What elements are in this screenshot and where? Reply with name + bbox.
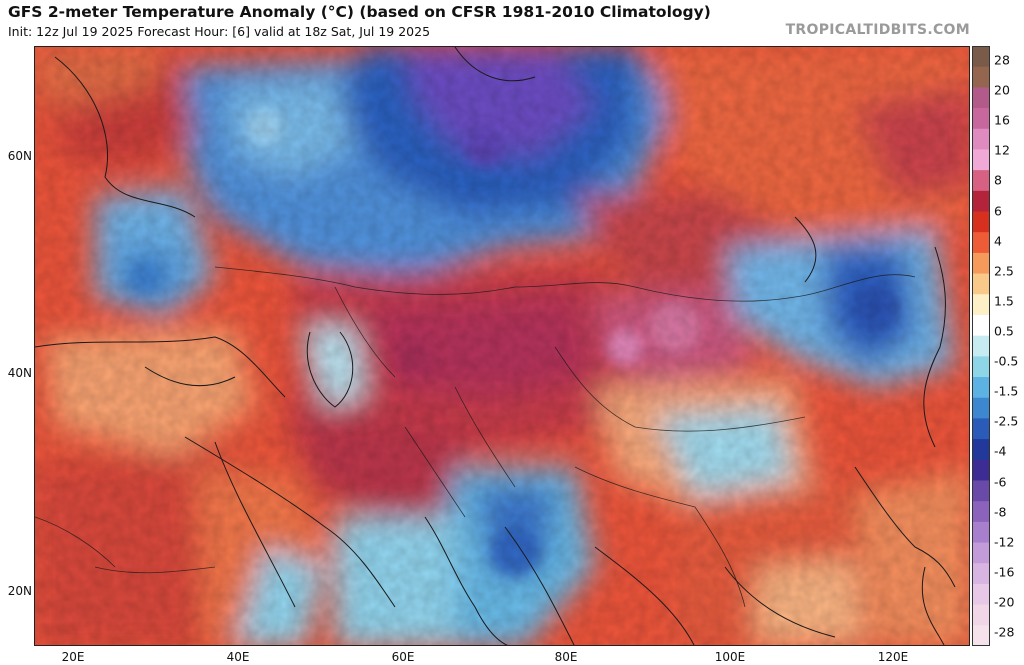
colorbar-frame	[972, 46, 990, 646]
colorbar-label: 2.5	[994, 263, 1014, 279]
colorbar-label: 0.5	[994, 323, 1014, 339]
colorbar-swatch	[972, 356, 990, 378]
colorbar-swatch	[972, 149, 990, 171]
lon-label-20e: 20E	[61, 650, 85, 664]
colorbar-label: 20	[994, 82, 1010, 98]
colorbar-swatch	[972, 294, 990, 316]
colorbar-label: -16	[994, 564, 1015, 580]
colorbar-label: -8	[994, 504, 1007, 520]
lat-label-60n: 60N	[7, 149, 32, 163]
colorbar-swatch	[972, 583, 990, 606]
colorbar-label: 1.5	[994, 293, 1014, 309]
chart-title: GFS 2-meter Temperature Anomaly (°C) (ba…	[8, 3, 711, 21]
colorbar-label: 8	[994, 172, 1002, 188]
anomaly-field	[35, 47, 969, 645]
colorbar-swatch	[972, 521, 990, 544]
colorbar-swatch	[972, 480, 990, 502]
colorbar-swatch	[972, 66, 990, 88]
lon-label-60e: 60E	[391, 650, 415, 664]
colorbar-label: -12	[994, 534, 1015, 550]
colorbar-swatch	[972, 273, 990, 295]
colorbar-label: 28	[994, 52, 1010, 68]
colorbar-swatch	[972, 46, 990, 68]
site-watermark: TROPICALTIDBITS.COM	[785, 22, 970, 38]
colorbar-label: 12	[994, 142, 1010, 158]
colorbar-swatch	[972, 128, 990, 151]
colorbar-swatch	[972, 563, 990, 585]
colorbar-swatch	[972, 397, 990, 420]
colorbar-swatch	[972, 87, 990, 109]
lat-label-20n: 20N	[7, 584, 32, 598]
colorbar-label: 6	[994, 203, 1002, 218]
grain-texture	[35, 47, 969, 645]
colorbar-swatch	[972, 211, 990, 233]
lat-label-40n: 40N	[7, 366, 32, 380]
colorbar-label: -28	[994, 624, 1015, 640]
colorbar-swatch	[972, 314, 990, 337]
lon-label-40e: 40E	[226, 650, 250, 664]
colorbar-label: -6	[994, 474, 1007, 489]
colorbar-swatch	[972, 625, 990, 646]
colorbar-label: -20	[994, 594, 1015, 610]
colorbar-swatch	[972, 190, 990, 213]
colorbar-swatch	[972, 439, 990, 461]
colorbar-label: 16	[994, 112, 1010, 128]
colorbar-swatch	[972, 252, 990, 275]
colorbar-label: 4	[994, 233, 1002, 249]
colorbar-swatch	[972, 108, 990, 130]
borders	[35, 266, 916, 608]
colorbar-swatch	[972, 377, 990, 399]
colorbar-swatch	[972, 418, 990, 440]
colorbar-swatch	[972, 459, 990, 482]
forecast-info: Init: 12z Jul 19 2025 Forecast Hour: [6]…	[8, 24, 431, 39]
colorbar	[972, 46, 990, 646]
colorbar-label: -0.5	[994, 353, 1019, 369]
lon-label-120e: 120E	[877, 650, 909, 664]
colorbar-swatch	[972, 604, 990, 626]
colorbar-label: -4	[994, 443, 1007, 459]
colorbar-label: -2.5	[994, 413, 1019, 429]
lon-label-80e: 80E	[554, 650, 578, 664]
colorbar-swatch	[972, 501, 990, 523]
colorbar-label: -1.5	[994, 383, 1019, 399]
colorbar-swatch	[972, 232, 990, 254]
colorbar-swatch	[972, 335, 990, 357]
anomaly-map	[34, 46, 970, 646]
colorbar-swatch	[972, 170, 990, 192]
lon-label-100e: 100E	[714, 650, 746, 664]
coastlines	[35, 47, 956, 645]
colorbar-swatch	[972, 542, 990, 564]
